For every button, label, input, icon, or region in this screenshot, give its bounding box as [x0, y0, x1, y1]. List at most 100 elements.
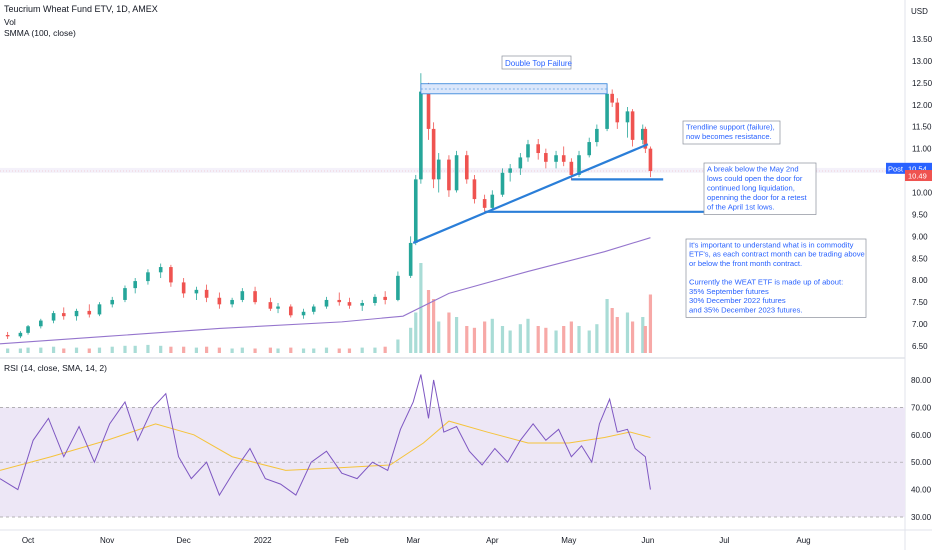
candle-body [648, 148, 653, 172]
candle-body [482, 199, 487, 208]
volume-bar [508, 330, 512, 353]
volume-legend: Vol [4, 17, 16, 27]
post-tag-label: Post [888, 164, 904, 173]
candle-body [436, 159, 441, 180]
time-tick-label: Jul [719, 536, 729, 545]
volume-bar [383, 346, 387, 353]
rsi-tick-label: 50.00 [911, 458, 932, 467]
candle-body [39, 320, 43, 327]
candle-body [61, 313, 66, 317]
candle-body [87, 310, 92, 315]
candle-body [18, 332, 23, 337]
candle-body [490, 194, 495, 208]
volume-bar [447, 312, 451, 353]
candle-body [253, 291, 257, 303]
price-tick-label: 11.50 [912, 123, 932, 132]
candle-body [605, 93, 609, 129]
volume-bar [518, 324, 522, 353]
trendline-support [412, 143, 649, 244]
volume-bar [253, 348, 257, 353]
candle-body [74, 310, 79, 317]
trendline-note: Trendline support (failure),now becomes … [682, 120, 781, 145]
time-tick-label: Mar [406, 536, 420, 545]
volume-bar [500, 326, 505, 353]
break-below-note-frame [703, 162, 817, 215]
candle-body [500, 172, 505, 195]
volume-bar [396, 339, 400, 353]
break-below-note-line: of the April 1st lows. [707, 203, 775, 212]
candle-body [508, 168, 512, 173]
volume-bar [454, 317, 459, 353]
candle-body [110, 299, 115, 305]
candle-body [97, 304, 102, 315]
candle-body [536, 144, 541, 154]
volume-bar [490, 318, 494, 353]
volume-bar [18, 348, 23, 353]
double-top-label-text: Double Top Failure [505, 59, 573, 68]
candle-body [373, 296, 377, 304]
volume-bar [554, 330, 558, 353]
volume-bar [159, 345, 163, 353]
volume-bar [472, 327, 477, 353]
volume-bar [39, 347, 43, 353]
volume-bar [465, 326, 469, 353]
price-tick-label: 6.50 [912, 342, 928, 351]
volume-bar [169, 346, 173, 353]
candle-body [408, 242, 413, 276]
candle-body [569, 161, 574, 175]
volume-bar [437, 321, 441, 353]
post-tag-label-bg [886, 162, 905, 174]
volume-bar [419, 263, 423, 353]
candle-body [464, 155, 469, 180]
break-below-note-line: A break below the May 2nd [707, 165, 799, 174]
candle-body [554, 155, 558, 162]
candle-body [133, 281, 137, 289]
candle-body [51, 313, 56, 321]
volume-bar [595, 324, 599, 353]
candle-body [276, 306, 280, 309]
price-tick-label: 11.00 [912, 145, 932, 154]
price-tick-label: 13.00 [912, 57, 932, 66]
currency-label: USD [911, 7, 928, 16]
smma-line [0, 237, 651, 345]
rsi-tick-label: 70.00 [911, 403, 932, 412]
rsi-tick-label: 40.00 [911, 486, 932, 495]
rsi-tick-label: 60.00 [911, 431, 932, 440]
volume-bar [87, 348, 91, 353]
candle-body [337, 299, 342, 303]
etf-note-line: It's important to understand what is in … [689, 240, 854, 249]
volume-bar [110, 346, 114, 353]
candle-body [217, 297, 222, 305]
volume-bar [373, 347, 377, 353]
time-tick-label: Nov [100, 536, 114, 545]
candle-body [26, 326, 30, 333]
volume-bar [230, 348, 234, 353]
rsi-tick-label: 80.00 [911, 376, 932, 385]
etf-note-frame [685, 238, 867, 318]
candle-body [595, 128, 599, 143]
last-tag-value: 10.49 [908, 172, 927, 181]
double-top-label-frame [501, 55, 572, 70]
volume-bar [544, 327, 548, 353]
volume-bar [360, 347, 364, 353]
volume-bar [62, 348, 66, 353]
price-tick-label: 7.00 [912, 320, 928, 329]
volume-bar [194, 347, 199, 353]
candle-body [194, 289, 199, 294]
price-tick-label: 12.50 [912, 79, 932, 88]
candle-body [610, 93, 614, 103]
candle-body [169, 267, 173, 283]
etf-note-line: and 35% December 2023 futures. [689, 305, 803, 314]
volume-bar [587, 330, 591, 353]
volume-bar [6, 348, 10, 353]
candle-body [518, 157, 523, 169]
candle-body [544, 153, 548, 162]
etf-note-line: ETF's, as each contract month can be tra… [689, 250, 865, 259]
candle-body [288, 306, 293, 316]
volume-bar [337, 348, 341, 353]
price-tick-label: 9.00 [912, 232, 928, 241]
price-tick-label: 13.50 [912, 35, 932, 44]
candle-body [5, 335, 10, 337]
